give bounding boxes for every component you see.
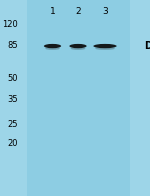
Text: 25: 25 (8, 120, 18, 129)
Text: DBH: DBH (144, 41, 150, 51)
Ellipse shape (45, 47, 60, 50)
Text: 1: 1 (50, 7, 55, 16)
Text: 120: 120 (2, 20, 18, 29)
Text: 3: 3 (102, 7, 108, 16)
FancyBboxPatch shape (27, 0, 130, 196)
Text: 35: 35 (7, 95, 18, 104)
Text: 20: 20 (8, 139, 18, 148)
Ellipse shape (44, 44, 61, 48)
Text: 85: 85 (7, 41, 18, 50)
Ellipse shape (95, 47, 115, 50)
Text: 50: 50 (8, 74, 18, 83)
Ellipse shape (69, 44, 87, 48)
Text: 2: 2 (75, 7, 81, 16)
Ellipse shape (71, 47, 85, 50)
Ellipse shape (93, 44, 117, 48)
